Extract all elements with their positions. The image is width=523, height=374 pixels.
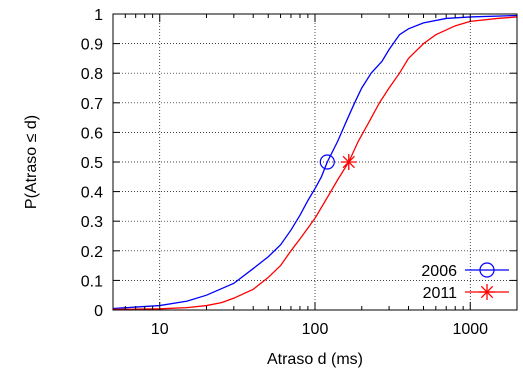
y-tick-label: 1 — [94, 7, 103, 24]
y-tick-label: 0 — [94, 303, 103, 320]
legend-marker-2011 — [479, 284, 495, 300]
y-tick-label: 0.8 — [81, 66, 103, 83]
plot-frame — [112, 13, 518, 311]
legend-label-2011: 2011 — [423, 285, 458, 302]
x-tick-label: 1000 — [452, 321, 488, 338]
series-layer — [112, 14, 518, 311]
median-marker-2011 — [340, 154, 357, 170]
legend-label-2006: 2006 — [421, 263, 457, 280]
x-tick-label: 10 — [151, 321, 169, 338]
y-tick-label: 0.2 — [81, 244, 103, 261]
grid-lines — [113, 14, 517, 310]
legend: 2006 2011 — [421, 262, 509, 302]
y-tick-label: 0.4 — [81, 185, 103, 202]
median-marker-2006 — [319, 154, 335, 170]
tick-marks — [113, 13, 517, 311]
series-line-2011 — [112, 16, 518, 311]
y-tick-label: 0.9 — [81, 37, 103, 54]
tick-labels: 0 0.1 0.2 0.3 0.4 0.5 0.6 0.7 0.8 0.9 1 10 100 1000 — [81, 7, 488, 338]
y-tick-label: 0.1 — [81, 273, 103, 290]
y-tick-label: 0.3 — [81, 214, 103, 231]
x-tick-label: 100 — [302, 321, 329, 338]
legend-marker-2006 — [479, 262, 495, 278]
y-tick-label: 0.7 — [81, 96, 103, 113]
x-axis-label: Atraso d (ms) — [267, 351, 363, 368]
y-axis-label: P(Atraso ≤ d) — [23, 115, 40, 209]
y-tick-label: 0.6 — [81, 125, 103, 142]
series-line-2006 — [112, 14, 518, 310]
y-tick-label: 0.5 — [81, 155, 103, 172]
